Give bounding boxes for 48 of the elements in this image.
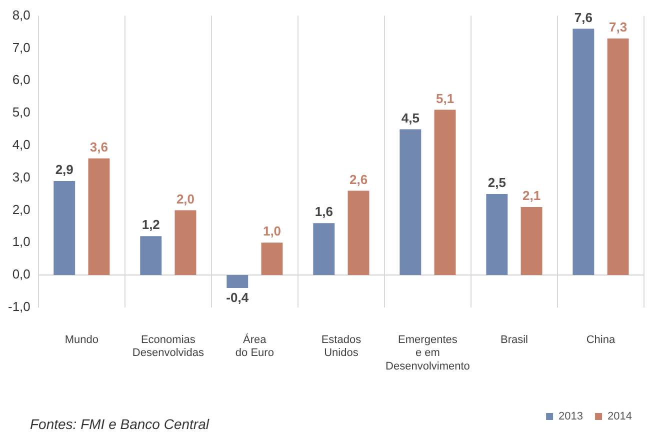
- bar: [54, 181, 76, 275]
- bar: [434, 110, 456, 275]
- bar: [313, 223, 335, 275]
- data-label: 2,0: [176, 191, 195, 206]
- bar: [174, 210, 196, 275]
- data-label: 2,5: [488, 175, 506, 190]
- text: Fontes: FMI e Banco Central: [30, 416, 209, 432]
- data-label: 1,0: [262, 224, 282, 239]
- bar: [140, 236, 162, 275]
- x-tick-label: China: [586, 334, 616, 346]
- y-tick-label: -1,0: [8, 298, 30, 314]
- x-tick-label: Mundo: [64, 334, 98, 346]
- data-label: 2,1: [522, 188, 541, 204]
- data-label: 7,3: [609, 20, 628, 35]
- y-tick-label: 8,0: [12, 7, 30, 22]
- y-tick-label: 1,0: [12, 234, 30, 250]
- x-tick-label: Economias Desenvolvidas: [132, 334, 204, 360]
- y-tick-label: 6,0: [12, 72, 30, 88]
- y-tick-label: 3,0: [12, 169, 30, 184]
- bar: [226, 275, 248, 288]
- x-tick-label: Estados Unidos: [321, 334, 362, 360]
- data-label: 7,6: [574, 10, 592, 25]
- data-label: 2,9: [55, 162, 74, 178]
- data-label: 2,6: [349, 172, 368, 187]
- bar: [348, 190, 370, 275]
- bar: [520, 206, 542, 275]
- y-tick-label: 0,0: [12, 266, 30, 282]
- bar: [607, 38, 629, 275]
- y-tick-label: 4,0: [12, 136, 30, 152]
- x-tick-label: Brasil: [500, 334, 528, 346]
- bar: [261, 242, 283, 275]
- bar: [400, 129, 422, 275]
- data-label: 1,2: [142, 217, 160, 232]
- y-tick-label: 5,0: [12, 104, 30, 120]
- data-label: -0,4: [226, 290, 250, 306]
- bar: [572, 28, 594, 275]
- data-label: 1,6: [314, 204, 333, 220]
- data-label: 4,5: [401, 110, 420, 126]
- bar: [88, 158, 110, 275]
- bar: [486, 194, 508, 275]
- legend-label: 2013: [558, 410, 584, 423]
- x-tick-label: Área do Euro: [235, 333, 274, 360]
- x-tick-label: Emergentes e em Desenvolvimento: [386, 334, 470, 372]
- data-label: 3,6: [90, 139, 108, 154]
- y-tick-label: 2,0: [12, 202, 30, 217]
- y-tick-label: 7,0: [12, 40, 30, 55]
- data-label: 5,1: [436, 90, 454, 106]
- legend-label: 2014: [608, 410, 632, 423]
